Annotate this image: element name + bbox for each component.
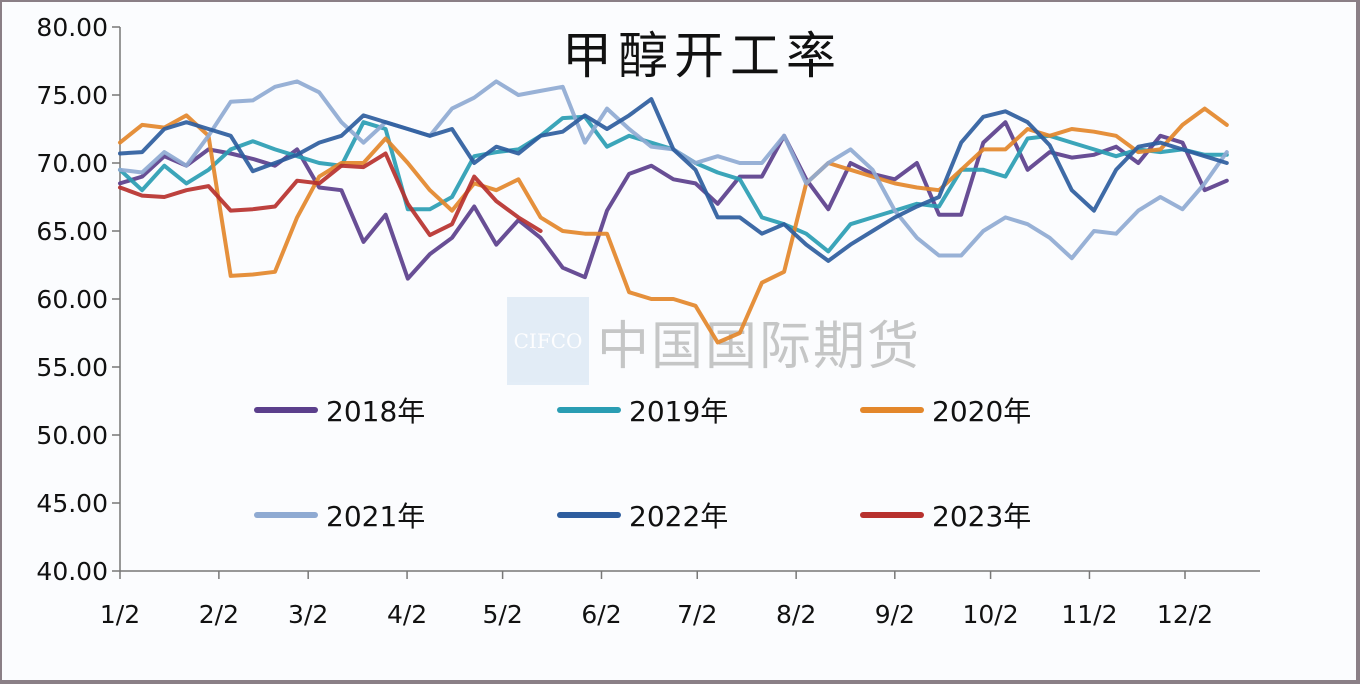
legend-label: 2021年 (326, 500, 426, 533)
legend-item-2022: 2022年 (557, 495, 728, 535)
legend-label: 2019年 (629, 395, 729, 428)
x-tick-label: 8/2 (776, 600, 816, 629)
x-tick-label: 1/2 (100, 600, 140, 629)
legend-item-2018: 2018年 (254, 390, 425, 430)
y-tick-label: 60.00 (36, 285, 108, 314)
x-tick-label: 2/2 (199, 600, 239, 629)
legend-swatch-icon (860, 407, 924, 413)
legend-swatch-icon (557, 407, 621, 413)
legend-swatch-icon (860, 512, 924, 518)
series-line-2023 (118, 151, 543, 238)
legend-swatch-icon (254, 512, 318, 518)
legend-item-2019: 2019年 (557, 390, 728, 430)
watermark-logo: CIFCO (507, 297, 589, 385)
legend-label: 2020年 (932, 395, 1032, 428)
legend-label: 2023年 (932, 500, 1032, 533)
watermark: CIFCO 中国国际期货 (507, 297, 921, 385)
y-tick-label: 65.00 (36, 217, 108, 246)
legend-item-2021: 2021年 (254, 495, 425, 535)
y-tick-label: 45.00 (36, 489, 108, 518)
x-tick-label: 3/2 (288, 600, 328, 629)
x-tick-label: 4/2 (387, 600, 427, 629)
x-tick-label: 9/2 (875, 600, 915, 629)
x-tick-label: 10/2 (963, 600, 1019, 629)
legend-item-2023: 2023年 (860, 495, 1031, 535)
legend-swatch-icon (254, 407, 318, 413)
legend-label: 2022年 (629, 500, 729, 533)
x-tick-label: 11/2 (1061, 600, 1117, 629)
y-tick-label: 50.00 (36, 421, 108, 450)
legend-swatch-icon (557, 512, 621, 518)
series-line-2022 (118, 97, 1229, 263)
x-tick-label: 6/2 (581, 600, 621, 629)
x-tick-label: 5/2 (482, 600, 522, 629)
series-line-2019 (118, 114, 1229, 254)
y-tick-label: 55.00 (36, 353, 108, 382)
y-tick-label: 40.00 (36, 557, 108, 586)
x-tick-label: 12/2 (1157, 600, 1213, 629)
chart-title: 甲醇开工率 (562, 27, 842, 85)
legend-item-2020: 2020年 (860, 390, 1031, 430)
y-tick-label: 80.00 (36, 13, 108, 42)
y-tick-label: 70.00 (36, 149, 108, 178)
series-line-2020 (118, 106, 1229, 345)
legend-label: 2018年 (326, 395, 426, 428)
series-line-2018 (118, 120, 1229, 281)
watermark-text: 中国国际期货 (597, 316, 922, 377)
x-tick-label: 7/2 (677, 600, 717, 629)
y-tick-label: 75.00 (36, 81, 108, 110)
